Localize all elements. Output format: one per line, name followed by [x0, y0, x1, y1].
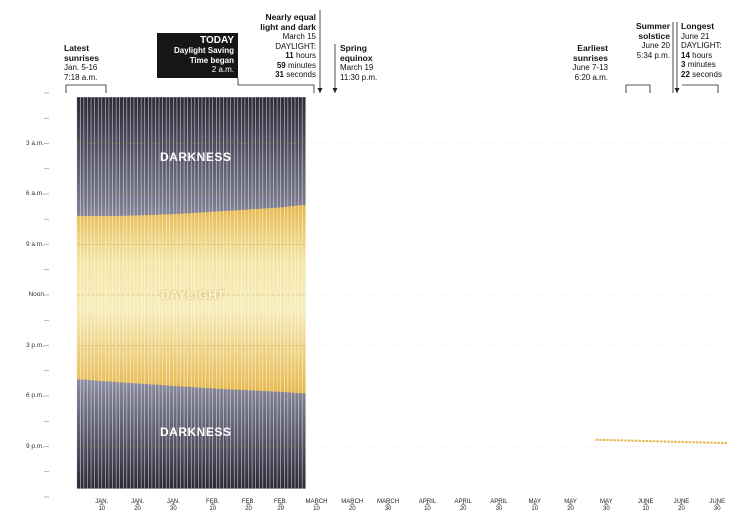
summer-solstice-note: Summer solstice June 20 5:34 p.m. [614, 21, 670, 60]
latest-title: Latest sunrises [64, 43, 99, 63]
x-tick-mark [496, 502, 501, 505]
equal-minutes: 59 minutes [276, 60, 316, 70]
equal-title2: light and dark [260, 21, 316, 32]
x-tick-label: APRIL 20 [454, 499, 472, 512]
x-tick-mark [278, 502, 283, 505]
daylight-label: DAYLIGHT [161, 288, 226, 302]
today-box: TODAY Daylight Saving Time began 2 a.m. [157, 33, 238, 78]
x-tick-mark [99, 502, 104, 505]
longest-seconds: 22 seconds [681, 69, 722, 79]
longest-daylight-label: DAYLIGHT: [681, 41, 722, 50]
x-tick-mark [461, 502, 466, 505]
solstice-title1: Summer [635, 21, 670, 31]
earliest-title1: Earliest [577, 43, 608, 53]
x-tick-mark [643, 502, 648, 505]
y-tick-label: 6 p.m. [25, 392, 44, 399]
equinox-date: March 19 [340, 63, 374, 72]
darkness-bottom-label: DARKNESS [160, 425, 232, 439]
x-tick-label: MARCH 30 [377, 499, 400, 512]
equal-light-note: Nearly equal light and dark March 15 DAY… [246, 12, 316, 80]
y-tick-label: 3 p.m. [25, 341, 44, 349]
x-tick-label: JAN. 10 [95, 499, 109, 512]
latest-sunrises-note: Latest sunrises Jan. 5-16 7:18 a.m. [64, 43, 124, 82]
latest-date: Jan. 5-16 [64, 63, 98, 72]
solstice-date: June 20 [641, 41, 670, 50]
x-tick-label: APRIL 30 [490, 499, 508, 512]
x-tick-label: MAY 20 [564, 499, 577, 512]
x-tick-label: MARCH 10 [305, 499, 328, 512]
x-tick-mark [386, 502, 391, 505]
solstice-title2: solstice [638, 30, 670, 41]
y-tick-label: 9 p.m. [25, 442, 44, 450]
equinox-time: 11:30 p.m. [340, 72, 378, 82]
earliest-title2: sunrises [573, 52, 608, 63]
solstice-time: 5:34 p.m. [636, 50, 670, 60]
today-pointer [237, 78, 315, 93]
hour-gridlines [44, 92, 728, 498]
latest-time: 7:18 a.m. [64, 72, 98, 82]
longest-date: June 21 [681, 31, 710, 41]
x-tick-mark [425, 502, 430, 505]
today-title: TODAY [200, 35, 234, 46]
longest-daylight-note: Longest June 21 DAYLIGHT: 14 hours 3 min… [681, 21, 739, 79]
x-tick-label: JUNE 10 [637, 499, 654, 512]
equal-seconds: 31 seconds [275, 70, 316, 79]
y-tick-label: 9 a.m. [25, 240, 44, 248]
longest-title: Longest [681, 21, 715, 31]
spring-equinox-note: Spring equinox March 19 11:30 p.m. [340, 43, 400, 82]
annotation-lines [65, 10, 719, 93]
longest-bracket [682, 84, 719, 93]
x-tick-label: FEB. 20 [241, 499, 256, 512]
x-tick-mark [171, 502, 176, 505]
y-tick-label: 3 a.m. [25, 139, 44, 147]
x-tick-label: JUNE 30 [709, 499, 726, 512]
equinox-title1: Spring [340, 43, 367, 53]
x-tick-label: JAN. 30 [166, 499, 180, 512]
today-sub2: Time began [189, 55, 234, 65]
x-tick-label: FEB. 10 [206, 499, 220, 512]
x-tick-mark [679, 502, 684, 505]
x-tick-label: FEB. 29 [274, 499, 288, 512]
equinox-title2: equinox [340, 52, 373, 63]
equinox-arrow [332, 88, 338, 93]
x-tick-mark [135, 502, 140, 505]
equal-daylight-label: DAYLIGHT: [275, 41, 316, 51]
x-tick-mark [350, 502, 355, 505]
today-time: 2 a.m. [211, 65, 234, 74]
forecast-sunset [595, 438, 727, 445]
x-tick-marks [99, 502, 720, 505]
y-tick-label: Noon [28, 291, 44, 298]
x-tick-label: JUNE 20 [673, 499, 690, 512]
x-tick-label: MAY 10 [528, 499, 542, 512]
earliest-date: June 7-13 [572, 63, 608, 72]
earliest-bracket [625, 84, 651, 93]
y-tick-label: 6 a.m. [25, 190, 44, 197]
equal-date: March 15 [282, 32, 316, 41]
x-tick-label: APRIL 10 [418, 499, 437, 512]
x-tick-label: MAY 30 [600, 499, 613, 512]
x-tick-mark [314, 502, 319, 505]
x-tick-mark [246, 502, 251, 505]
x-tick-mark [532, 502, 537, 505]
earliest-time: 6:20 a.m. [574, 72, 608, 82]
longest-minutes: 3 minutes [681, 60, 716, 69]
darkness-top-label: DARKNESS [160, 150, 232, 164]
x-tick-mark [715, 502, 720, 505]
equal-hours: 11 hours [285, 51, 316, 60]
x-tick-label: JAN. 20 [131, 499, 145, 512]
x-tick-mark [568, 502, 573, 505]
longest-arrow [674, 88, 680, 93]
today-sub1: Daylight Saving [173, 46, 234, 55]
x-tick-label: MARCH 20 [341, 499, 364, 512]
earliest-sunrises-note: Earliest sunrises June 7-13 6:20 a.m. [548, 43, 608, 82]
day-stripes [76, 97, 307, 489]
latest-bracket [65, 84, 107, 93]
equal-title1: Nearly equal [265, 12, 316, 22]
x-tick-mark [604, 502, 609, 505]
x-tick-mark [210, 502, 215, 505]
longest-hours: 14 hours [681, 50, 713, 60]
equal-arrow [317, 88, 323, 93]
